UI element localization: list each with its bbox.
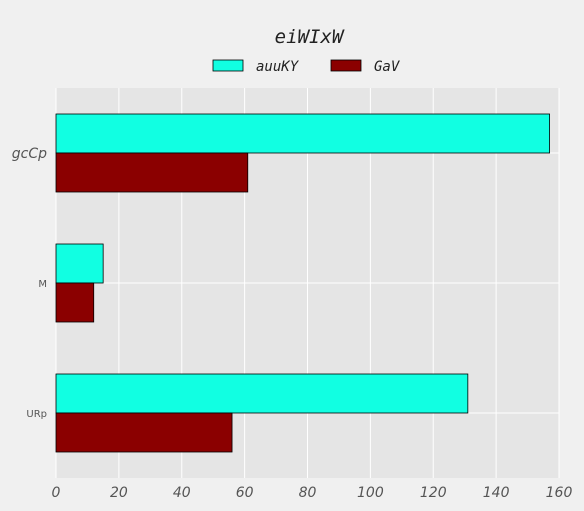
legend: auuKY GaV	[212, 59, 401, 75]
bar-GaV-URp	[55, 412, 233, 453]
bar-auuKY-gcCp	[55, 113, 550, 154]
x-tick-label: 60	[236, 485, 254, 501]
x-tick-label: 120	[420, 485, 447, 501]
legend-label-GaV: GaV	[374, 59, 401, 75]
x-tick-label: 0	[52, 485, 61, 501]
y-tick-label: URp	[26, 409, 47, 420]
x-tick-label: 160	[546, 485, 573, 501]
legend-label-auuKY: auuKY	[256, 59, 300, 75]
legend-swatch-auuKY	[212, 59, 244, 72]
x-tick-label: 20	[110, 485, 128, 501]
bar-GaV-gcCp	[55, 152, 249, 193]
bar-GaV-M	[55, 282, 95, 323]
chart-title: eiWIxW	[275, 26, 345, 48]
x-tick-label: 140	[483, 485, 510, 501]
y-tick-label: gcCp	[12, 146, 47, 162]
x-axis-ticks: 0 20 40 60 80 100 120 140 160	[52, 485, 573, 501]
bar-auuKY-URp	[55, 373, 469, 414]
x-tick-label: 80	[299, 485, 317, 501]
bar-auuKY-M	[55, 243, 104, 284]
x-tick-label: 40	[173, 485, 191, 501]
y-axis-ticks: gcCp M URp	[12, 146, 47, 420]
bars	[55, 113, 550, 453]
x-tick-label: 100	[357, 485, 384, 501]
legend-swatch-GaV	[330, 59, 362, 72]
y-tick-label: M	[38, 279, 47, 290]
